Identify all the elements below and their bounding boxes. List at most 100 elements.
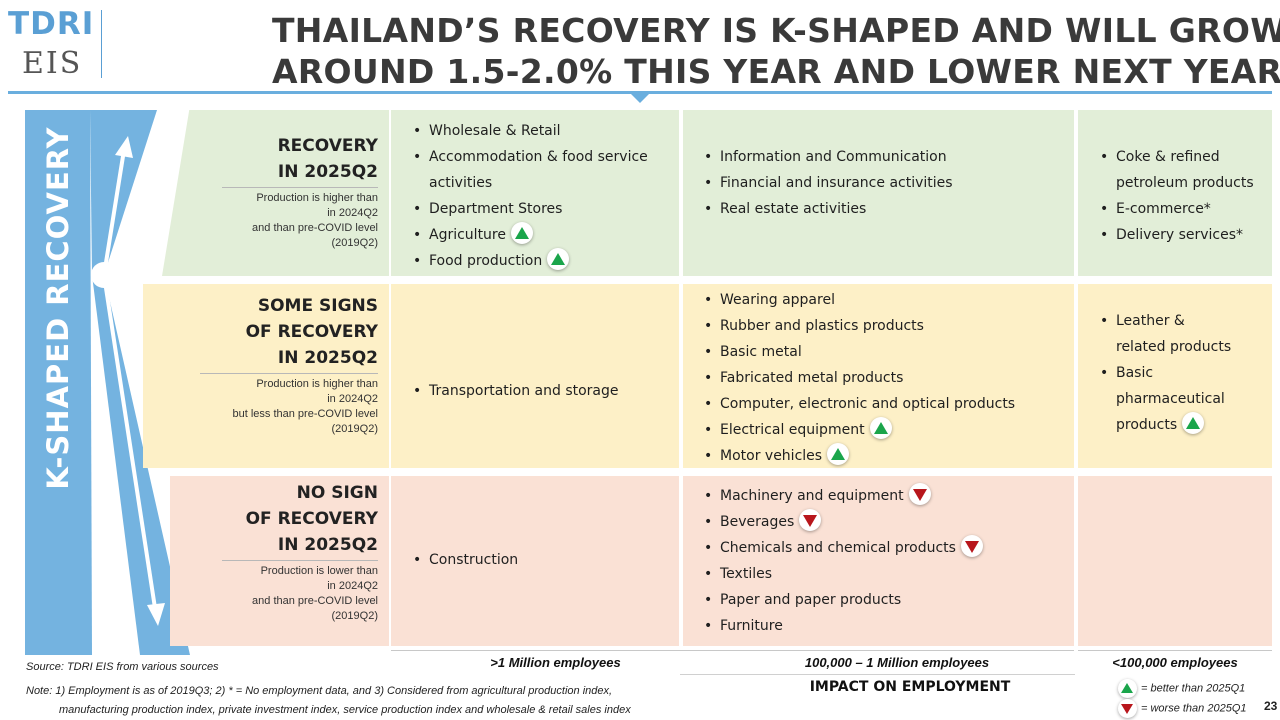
sector-name: Electrical equipment (720, 422, 865, 438)
sector-item: Transportation and storage (411, 378, 619, 404)
sector-item: Information and Communication (702, 144, 953, 170)
footnote: Note: 1) Employment is as of 2019Q3; 2) … (26, 682, 631, 720)
sector-item: Chemicals and chemical products (702, 535, 983, 561)
up-arrow-icon (827, 443, 850, 465)
row-description: in 2024Q2 (327, 207, 378, 219)
sector-item: Food production (411, 248, 648, 274)
sector-name: Wearing apparel (720, 292, 835, 308)
up-arrow-icon (1182, 412, 1205, 434)
down-arrow-icon (1118, 699, 1137, 718)
down-arrow-icon (799, 509, 822, 531)
sector-item: Wholesale & Retail (411, 118, 648, 144)
sector-name: Department Stores (429, 201, 563, 217)
sector-item: Coke & refined (1098, 144, 1254, 170)
sector-name: Basic metal (720, 344, 802, 360)
sector-name: Construction (429, 552, 519, 568)
row-description: Production is higher than (256, 192, 378, 204)
impact-rule (680, 674, 1075, 675)
sector-item: Real estate activities (702, 196, 953, 222)
sector-item: Wearing apparel (702, 287, 1015, 313)
sector-item: E-commerce* (1098, 196, 1254, 222)
sector-item: Basic metal (702, 339, 1015, 365)
sector-name: Food production (429, 253, 543, 269)
title-rule-pointer (630, 93, 650, 103)
sector-name: petroleum products (1116, 175, 1254, 191)
footnote-line-1: Note: 1) Employment is as of 2019Q3; 2) … (26, 685, 613, 697)
some-signs-mid-employment-list: Wearing apparel Rubber and plastics produ… (702, 287, 1015, 469)
sector-item: Textiles (702, 561, 983, 587)
sector-name: pharmaceutical (1116, 391, 1225, 407)
row-some-signs-label: SOME SIGNS OF RECOVERY IN 2025Q2 Product… (200, 293, 378, 437)
no-sign-mid-employment-list: Machinery and equipment Beverages Chemical… (702, 483, 983, 639)
row-no-sign-label-cell (170, 476, 389, 646)
sector-name: activities (429, 175, 493, 191)
sector-name: Real estate activities (720, 201, 867, 217)
up-arrow-icon (511, 222, 533, 244)
row-some-signs-col1 (391, 284, 679, 468)
sector-item: pharmaceutical (1098, 386, 1231, 412)
no-sign-large-employment-list: Construction (411, 547, 518, 573)
slide-title-line-2: AROUND 1.5-2.0% THIS YEAR AND LOWER NEXT… (272, 52, 1280, 91)
sector-name: Coke & refined (1116, 149, 1220, 165)
column-header-large: >1 Million employees (391, 650, 720, 674)
row-some-signs-label-cell (143, 284, 389, 468)
sector-item: Financial and insurance activities (702, 170, 953, 196)
sector-item: Beverages (702, 509, 983, 535)
row-recovery-label-cell (162, 110, 389, 276)
row-description: in 2024Q2 (327, 580, 378, 592)
sector-item: products (1098, 412, 1231, 438)
source-note: Source: TDRI EIS from various sources (26, 661, 219, 673)
sector-item: Electrical equipment (702, 417, 1015, 443)
legend-better-text: = better than 2025Q1 (1141, 682, 1246, 695)
sector-item: Construction (411, 547, 518, 573)
sector-item: activities (411, 170, 648, 196)
sector-item: Leather & (1098, 308, 1231, 334)
sector-name: Leather & (1116, 313, 1185, 329)
recovery-mid-employment-list: Information and Communication Financial a… (702, 144, 953, 222)
sector-item: Paper and paper products (702, 587, 983, 613)
row-recovery-col3 (1078, 110, 1272, 276)
sector-name: Agriculture (429, 227, 506, 243)
row-heading: OF RECOVERY (245, 509, 378, 529)
k-upper-arm (90, 110, 157, 275)
footnote-line-2: manufacturing production index, private … (59, 704, 631, 716)
sector-name: Basic (1116, 365, 1154, 381)
sector-item: related products (1098, 334, 1231, 360)
row-no-sign-label: NO SIGN OF RECOVERY IN 2025Q2 Production… (222, 480, 378, 624)
some-signs-small-employment-list: Leather & related products Basic pharmaceut… (1098, 308, 1231, 438)
sector-item: Agriculture (411, 222, 648, 248)
logo-line-2: EIS (22, 46, 83, 81)
sector-item: Delivery services* (1098, 222, 1254, 248)
sector-name: E-commerce* (1116, 201, 1211, 217)
sector-name: Fabricated metal products (720, 370, 904, 386)
row-heading: RECOVERY (277, 136, 378, 156)
k-junction-dot (91, 262, 117, 288)
sector-name: Textiles (720, 566, 773, 582)
k-up-arrow (102, 149, 126, 276)
recovery-large-employment-list: Wholesale & Retail Accommodation & food s… (411, 118, 648, 274)
logo-line-1: TDRI (8, 6, 95, 42)
sector-name: Transportation and storage (429, 383, 619, 399)
slide-title-line-1: THAILAND’S RECOVERY IS K-SHAPED AND WILL… (272, 11, 1280, 50)
sector-name: Financial and insurance activities (720, 175, 953, 191)
legend-worse-text: = worse than 2025Q1 (1141, 702, 1247, 715)
up-arrow-icon (547, 248, 570, 270)
row-description: and than pre-COVID level (252, 595, 378, 607)
sector-name: products (1116, 417, 1178, 433)
sector-name: Beverages (720, 514, 795, 530)
k-shaped-recovery-label: K-SHAPED RECOVERY (41, 126, 75, 490)
row-description: Production is lower than (260, 565, 378, 577)
sector-item: Basic (1098, 360, 1231, 386)
row-description: Production is higher than (256, 378, 378, 390)
sector-name: related products (1116, 339, 1232, 355)
row-heading: SOME SIGNS (257, 296, 378, 316)
slide-title: THAILAND’S RECOVERY IS K-SHAPED AND WILL… (272, 10, 1280, 92)
k-up-arrowhead (115, 136, 133, 158)
sector-name: Delivery services* (1116, 227, 1244, 243)
k-down-arrow (102, 274, 157, 609)
sector-name: Wholesale & Retail (429, 123, 561, 139)
down-arrow-icon (908, 483, 931, 505)
row-label-separator (222, 560, 378, 561)
up-arrow-icon (1118, 679, 1137, 698)
row-heading: IN 2025Q2 (277, 535, 378, 555)
